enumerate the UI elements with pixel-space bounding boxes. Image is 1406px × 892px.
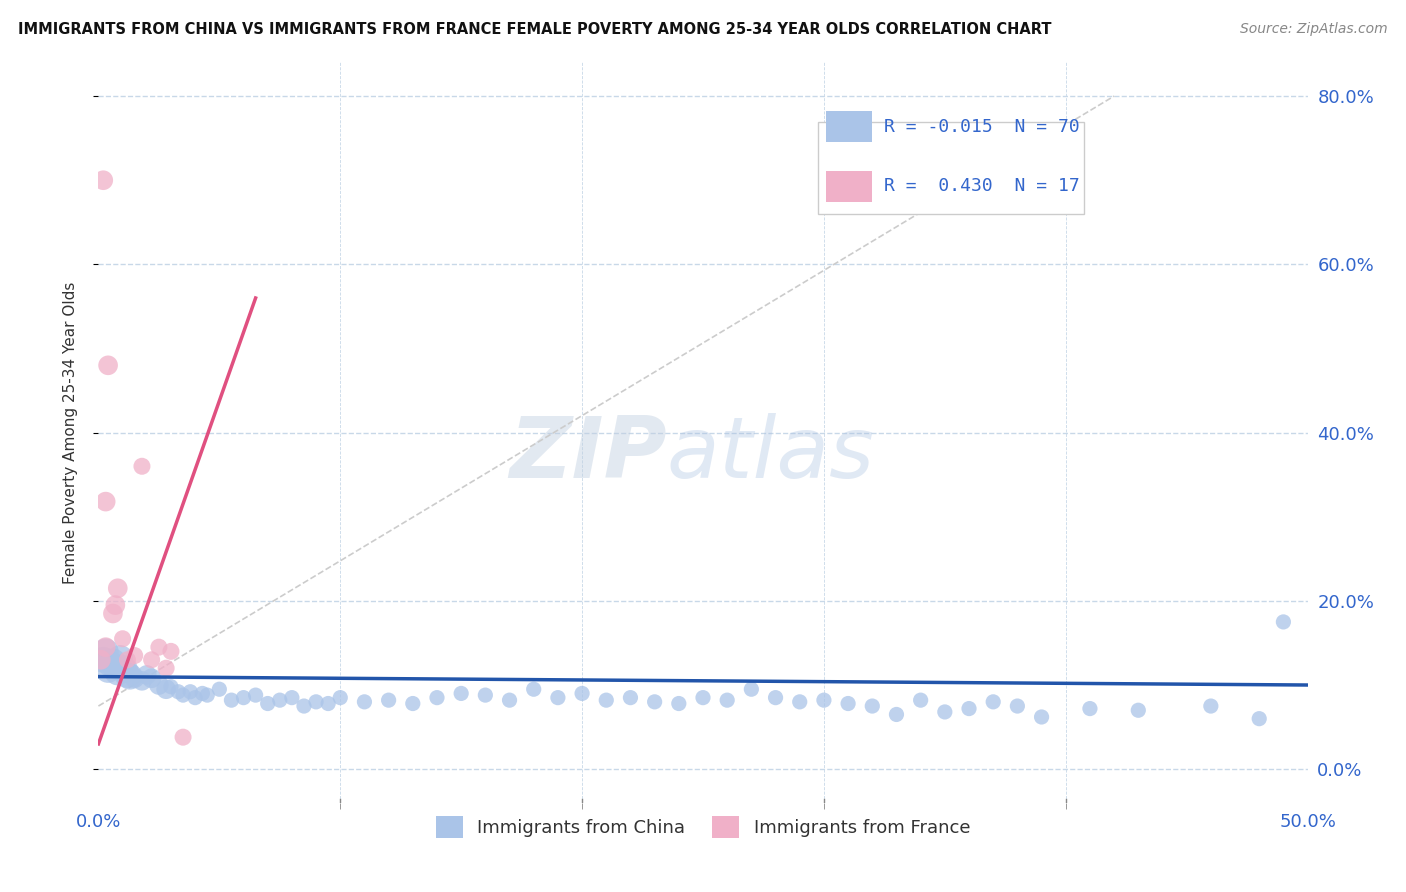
Point	[232, 690, 254, 705]
Text: atlas: atlas	[666, 413, 875, 496]
Point	[860, 699, 883, 714]
Point	[245, 688, 267, 702]
Point	[668, 697, 690, 711]
Point	[141, 653, 163, 667]
Point	[97, 663, 120, 677]
Point	[281, 690, 304, 705]
Point	[117, 668, 139, 682]
Point	[1199, 699, 1222, 714]
Point	[221, 693, 243, 707]
Point	[91, 653, 114, 667]
Point	[716, 693, 738, 707]
Point	[179, 685, 201, 699]
Point	[1128, 703, 1150, 717]
Point	[108, 651, 131, 665]
Point	[148, 640, 170, 655]
Point	[117, 653, 139, 667]
Point	[692, 690, 714, 705]
Point	[1272, 615, 1295, 629]
Point	[571, 686, 593, 700]
Point	[547, 690, 569, 705]
Point	[450, 686, 472, 700]
Point	[94, 494, 117, 508]
Point	[107, 581, 129, 595]
Point	[155, 661, 177, 675]
Point	[172, 688, 194, 702]
Point	[104, 659, 127, 673]
Point	[148, 678, 170, 692]
Point	[377, 693, 399, 707]
Point	[104, 598, 127, 612]
Text: IMMIGRANTS FROM CHINA VS IMMIGRANTS FROM FRANCE FEMALE POVERTY AMONG 25-34 YEAR : IMMIGRANTS FROM CHINA VS IMMIGRANTS FROM…	[18, 22, 1052, 37]
Point	[111, 632, 134, 646]
Point	[131, 459, 153, 474]
Point	[160, 680, 183, 694]
Point	[167, 685, 190, 699]
Point	[498, 693, 520, 707]
Point	[97, 359, 120, 373]
Point	[94, 640, 117, 655]
Point	[316, 697, 339, 711]
Text: R = -0.015  N = 70: R = -0.015 N = 70	[884, 118, 1080, 136]
Point	[124, 671, 146, 685]
Point	[1249, 712, 1271, 726]
Y-axis label: Female Poverty Among 25-34 Year Olds: Female Poverty Among 25-34 Year Olds	[63, 282, 77, 583]
Point	[619, 690, 641, 705]
Point	[107, 665, 129, 680]
Text: Source: ZipAtlas.com: Source: ZipAtlas.com	[1240, 22, 1388, 37]
Point	[94, 644, 117, 658]
Point	[256, 697, 278, 711]
Point	[118, 670, 141, 684]
Point	[329, 690, 352, 705]
Point	[595, 693, 617, 707]
Point	[160, 644, 183, 658]
Point	[131, 673, 153, 688]
Point	[765, 690, 787, 705]
Point	[837, 697, 859, 711]
Point	[426, 690, 449, 705]
Point	[101, 655, 124, 669]
Bar	[827, 112, 872, 143]
Point	[981, 695, 1004, 709]
Point	[474, 688, 496, 702]
Point	[644, 695, 666, 709]
Point	[208, 682, 231, 697]
Point	[124, 648, 146, 663]
Point	[135, 668, 157, 682]
Point	[114, 663, 136, 677]
Point	[100, 657, 122, 671]
Point	[184, 690, 207, 705]
Point	[910, 693, 932, 707]
Point	[813, 693, 835, 707]
Point	[789, 695, 811, 709]
Point	[740, 682, 762, 697]
Point	[191, 686, 214, 700]
Point	[101, 607, 124, 621]
Point	[111, 661, 134, 675]
Point	[292, 699, 315, 714]
Point	[305, 695, 328, 709]
Point	[1078, 701, 1101, 715]
Text: ZIP: ZIP	[509, 413, 666, 496]
Bar	[827, 170, 872, 202]
Point	[353, 695, 375, 709]
Point	[886, 707, 908, 722]
Point	[172, 730, 194, 744]
Point	[523, 682, 546, 697]
Point	[957, 701, 980, 715]
FancyBboxPatch shape	[818, 121, 1084, 214]
Point	[1007, 699, 1029, 714]
Point	[402, 697, 425, 711]
Point	[90, 653, 112, 667]
Point	[1031, 710, 1053, 724]
Point	[934, 705, 956, 719]
Point	[269, 693, 291, 707]
Point	[195, 688, 218, 702]
Point	[91, 173, 114, 187]
Text: R =  0.430  N = 17: R = 0.430 N = 17	[884, 178, 1080, 195]
Legend: Immigrants from China, Immigrants from France: Immigrants from China, Immigrants from F…	[429, 809, 977, 846]
Point	[155, 682, 177, 697]
Point	[141, 671, 163, 685]
